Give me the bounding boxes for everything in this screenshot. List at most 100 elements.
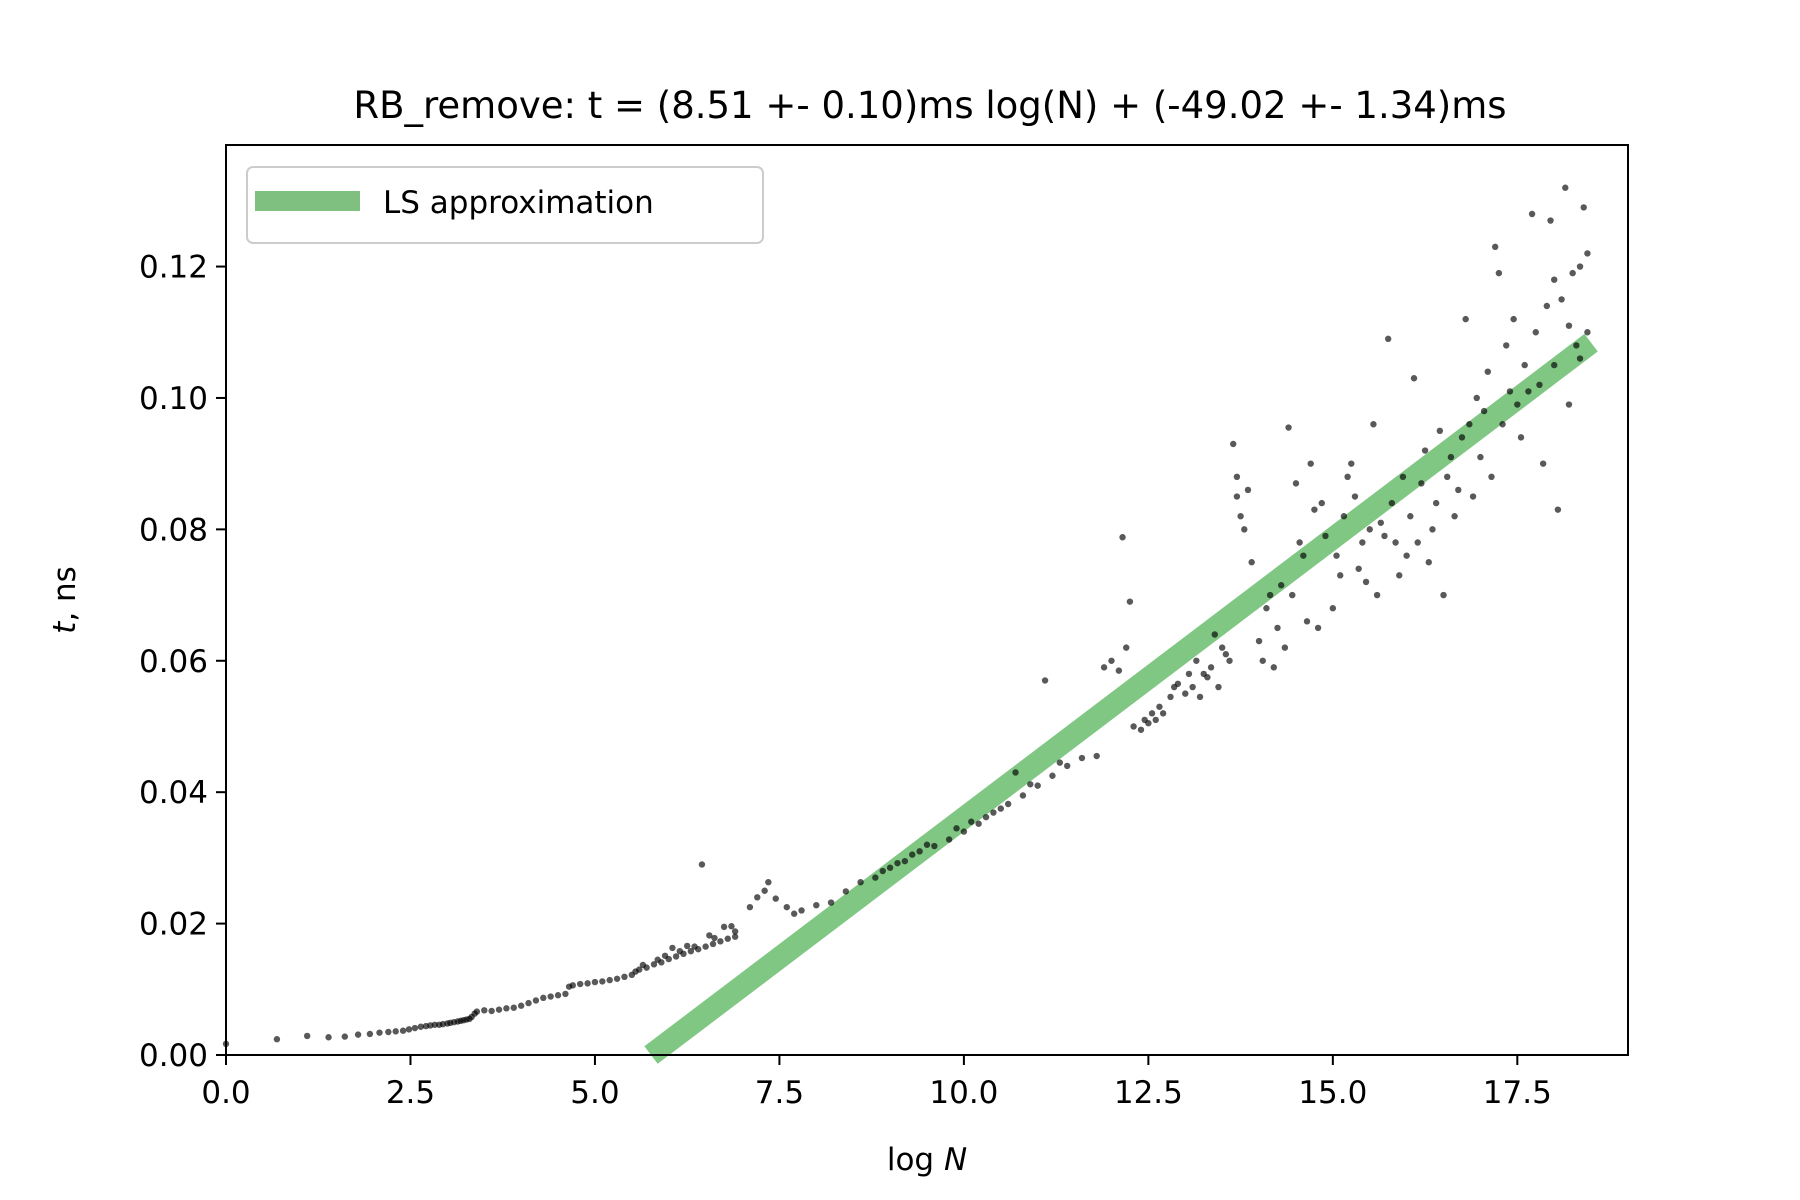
scatter-point: [1152, 716, 1159, 724]
scatter-point: [687, 947, 695, 955]
scatter-point: [1458, 434, 1466, 441]
scatter-point: [1421, 447, 1429, 454]
scatter-point: [1569, 269, 1576, 277]
scatter-point: [650, 961, 658, 968]
scatter-point: [1218, 644, 1226, 651]
scatter-point: [1277, 582, 1285, 589]
scatter-point: [1019, 792, 1027, 799]
scatter-point: [1484, 368, 1492, 375]
y-tick-label: 0.12: [139, 250, 208, 286]
scatter-point: [1491, 243, 1499, 251]
scatter-point: [975, 820, 982, 827]
scatter-point: [702, 943, 709, 950]
scatter-point: [341, 1033, 349, 1040]
scatter-point: [473, 1008, 481, 1015]
scatter-point: [1344, 473, 1351, 481]
scatter-point: [1167, 693, 1174, 701]
scatter-point: [1418, 480, 1425, 487]
scatter-point: [621, 973, 628, 981]
legend-label: LS approximation: [383, 185, 654, 221]
scatter-point: [1285, 424, 1292, 431]
scatter-point: [392, 1028, 399, 1035]
scatter-point: [385, 1028, 392, 1036]
scatter-point: [1355, 565, 1362, 572]
scatter-point: [1307, 460, 1314, 467]
scatter-point: [901, 857, 909, 865]
scatter-point: [1576, 263, 1584, 270]
scatter-point: [1495, 269, 1503, 277]
scatter-point: [1348, 460, 1355, 467]
scatter-point: [411, 1024, 419, 1032]
scatter-point: [1185, 670, 1193, 678]
scatter-point: [1525, 388, 1532, 395]
scatter-point: [731, 933, 739, 940]
scatter-point: [1480, 407, 1488, 415]
scatter-point: [540, 994, 547, 1002]
scatter-point: [399, 1027, 407, 1034]
scatter-point: [1233, 493, 1241, 500]
scatter-point: [1215, 683, 1222, 691]
scatter-point: [982, 813, 990, 821]
scatter-point: [510, 1004, 517, 1011]
scatter-point: [1432, 499, 1440, 507]
scatter-point: [1078, 754, 1086, 762]
scatter-point: [1123, 644, 1130, 651]
x-axis-label: log N: [887, 1142, 967, 1178]
scatter-point: [1539, 460, 1547, 467]
scatter-point: [798, 907, 805, 914]
scatter-point: [639, 961, 647, 969]
scatter-point: [1230, 440, 1237, 448]
scatter-point: [547, 993, 554, 1000]
scatter-point: [1373, 591, 1381, 599]
scatter-point: [1274, 624, 1281, 632]
scatter-point: [661, 952, 669, 959]
scatter-point: [1292, 480, 1300, 487]
scatter-point: [1189, 683, 1196, 691]
scatter-point: [1554, 506, 1562, 513]
scatter-point: [1436, 427, 1444, 435]
scatter-point: [1558, 296, 1565, 303]
scatter-point: [532, 997, 540, 1004]
scatter-point: [1455, 486, 1462, 494]
scatter-point: [706, 932, 713, 939]
scatter-point: [1200, 670, 1207, 678]
scatter-point: [1093, 752, 1100, 760]
scatter-point: [1410, 375, 1418, 382]
scatter-point: [1130, 723, 1137, 730]
x-tick-label: 17.5: [1483, 1075, 1552, 1111]
scatter-point: [1244, 486, 1252, 494]
scatter-point: [1473, 394, 1480, 402]
chart-title: RB_remove: t = (8.51 +- 0.10)ms log(N) +…: [353, 84, 1506, 127]
scatter-point: [366, 1030, 374, 1038]
scatter-point: [698, 861, 706, 868]
scatter-point: [1255, 637, 1263, 645]
scatter-point: [1241, 526, 1248, 533]
scatter-point: [683, 942, 691, 950]
scatter-point: [606, 976, 613, 984]
legend: LS approximation: [246, 166, 764, 244]
scatter-point: [1266, 591, 1274, 599]
scatter-point: [1340, 513, 1348, 520]
scatter-point: [1211, 631, 1218, 638]
scatter-point: [1137, 726, 1145, 733]
scatter-point: [1248, 559, 1255, 566]
scatter-point: [1403, 552, 1410, 559]
scatter-point: [1237, 513, 1244, 520]
scatter-point: [923, 841, 931, 848]
scatter-point: [1300, 552, 1307, 559]
scatter-point: [1170, 683, 1178, 691]
scatter-point: [1226, 657, 1233, 664]
scatter-point: [1064, 762, 1071, 770]
scatter-point: [1370, 421, 1377, 428]
scatter-point: [1233, 473, 1241, 481]
scatter-point: [1193, 657, 1200, 664]
scatter-point: [1207, 664, 1215, 671]
scatter-point: [1506, 388, 1514, 395]
scatter-point: [1543, 302, 1551, 310]
scatter-point: [376, 1029, 383, 1036]
scatter-point: [790, 910, 798, 917]
scatter-point: [916, 848, 923, 855]
scatter-point: [731, 928, 739, 935]
scatter-point: [772, 895, 779, 902]
scatter-point: [1499, 421, 1506, 428]
